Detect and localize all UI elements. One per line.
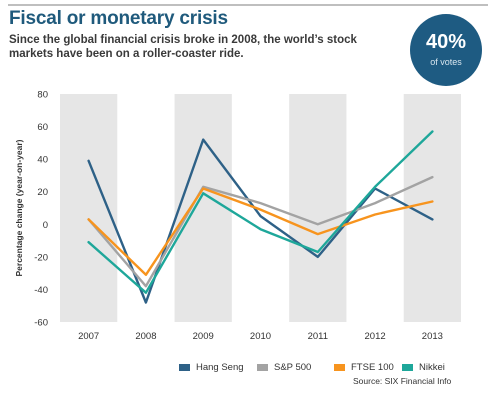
x-tick-label: 2013 bbox=[422, 331, 443, 342]
x-tick-label: 2011 bbox=[308, 331, 328, 342]
legend-label: Nikkei bbox=[419, 362, 445, 373]
y-tick-label: -20 bbox=[34, 252, 48, 263]
y-tick-label: 60 bbox=[37, 122, 48, 133]
y-axis-ticks: 80 60 40 20 0 -20 -40 -60 bbox=[34, 90, 48, 329]
legend-swatch bbox=[179, 364, 190, 371]
chart-band bbox=[174, 94, 232, 322]
y-tick-label: 40 bbox=[37, 155, 48, 166]
chart-title: Fiscal or monetary crisis bbox=[9, 8, 228, 29]
series-line-nikkei bbox=[87, 130, 434, 294]
x-tick-label: 2007 bbox=[78, 331, 99, 342]
series-lines bbox=[87, 130, 434, 304]
series-line-s-p-500 bbox=[87, 175, 434, 288]
legend-label: Hang Seng bbox=[196, 362, 244, 373]
top-rule bbox=[8, 4, 488, 6]
votes-badge-label: of votes bbox=[430, 57, 462, 67]
legend-swatch bbox=[334, 364, 345, 371]
x-tick-label: 2012 bbox=[365, 331, 386, 342]
y-tick-label: 20 bbox=[37, 187, 48, 198]
chart-band bbox=[289, 94, 347, 322]
legend-swatch bbox=[402, 364, 413, 371]
x-tick-label: 2010 bbox=[250, 331, 271, 342]
x-tick-label: 2008 bbox=[135, 331, 156, 342]
y-tick-label: 0 bbox=[43, 220, 48, 231]
votes-badge-value: 40% bbox=[425, 31, 467, 53]
legend-swatch bbox=[257, 364, 268, 371]
x-axis-ticks: 2007 2008 2009 2010 2011 2012 2013 bbox=[78, 331, 443, 342]
y-tick-label: -40 bbox=[34, 285, 48, 296]
y-tick-label: -60 bbox=[34, 318, 48, 329]
legend-label: FTSE 100 bbox=[351, 362, 394, 373]
legend-label: S&P 500 bbox=[274, 362, 312, 373]
votes-badge: 40% of votes bbox=[410, 14, 482, 86]
chart-subtitle: Since the global financial crisis broke … bbox=[9, 34, 357, 60]
y-tick-label: 80 bbox=[37, 90, 48, 101]
y-axis-label: Percentage change (year-on-year) bbox=[14, 139, 24, 276]
source-note: Source: SIX Financial Info bbox=[353, 376, 452, 386]
series-line-ftse-100 bbox=[87, 187, 434, 276]
x-tick-label: 2009 bbox=[193, 331, 214, 342]
